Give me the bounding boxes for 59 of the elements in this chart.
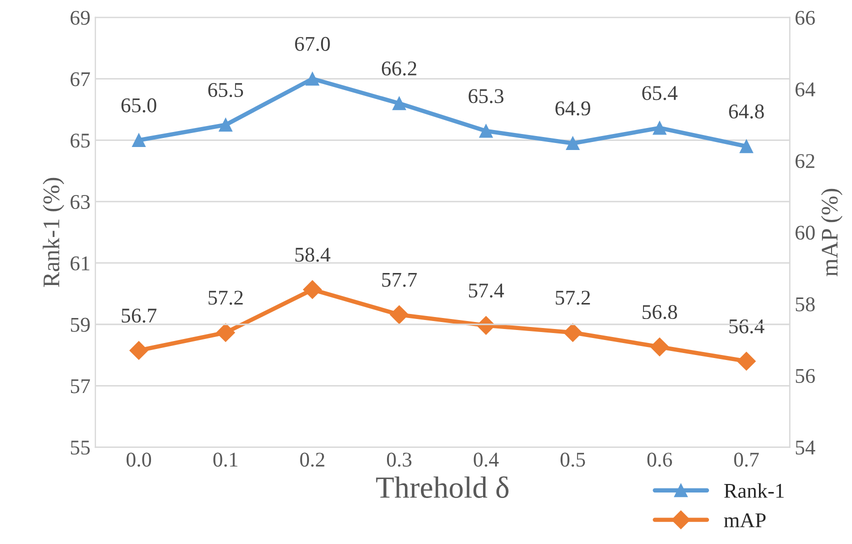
x-tick-label: 0.5	[560, 452, 586, 467]
point	[479, 124, 493, 138]
x-tick-label: 0.3	[386, 452, 412, 467]
y-tick-label: 59	[70, 318, 90, 332]
y-tick-label: 57	[70, 379, 90, 394]
data-label: 65.0	[121, 98, 156, 112]
legend-label: Rank-1	[724, 483, 784, 498]
point	[566, 136, 580, 150]
y-axis-title: Rank-1 (%)	[42, 178, 64, 288]
data-label: 67.0	[295, 36, 330, 52]
data-label: 64.8	[729, 104, 764, 119]
point	[392, 96, 406, 110]
x-tick-label: 0.2	[300, 452, 324, 467]
data-label: 57.7	[382, 272, 417, 287]
data-label: 64.9	[555, 101, 590, 116]
data-label: 57.2	[208, 290, 243, 305]
point	[216, 323, 235, 342]
point	[390, 305, 409, 324]
data-label: 57.4	[468, 284, 504, 298]
point	[652, 121, 666, 135]
y2-tick-label: 54	[796, 440, 816, 455]
point	[303, 280, 322, 299]
point	[218, 118, 232, 132]
point	[306, 72, 320, 86]
data-label: 65.3	[468, 89, 504, 104]
x-axis-title: Threhold δ	[376, 476, 508, 498]
y-tick-label: 55	[70, 440, 90, 455]
x-tick-label: 0.6	[647, 452, 672, 467]
y-tick-label: 61	[70, 256, 90, 270]
y2-tick-label: 62	[796, 154, 814, 168]
y2-axis-title: mAP (%)	[821, 188, 842, 276]
point	[563, 323, 582, 342]
data-label: 66.2	[382, 62, 416, 76]
data-label: 65.4	[642, 86, 678, 100]
data-label: 56.7	[122, 308, 156, 323]
y2-tick-label: 58	[796, 297, 815, 312]
point	[650, 338, 669, 356]
y2-tick-label: 66	[796, 10, 815, 25]
y2-tick-label: 64	[796, 82, 816, 96]
legend-label: mAP	[724, 513, 766, 528]
x-tick-label: 0.1	[213, 452, 238, 467]
point	[132, 133, 146, 147]
data-label: 58.4	[295, 248, 330, 262]
data-label: 56.8	[642, 304, 678, 320]
x-tick-label: 0.7	[734, 452, 759, 467]
x-tick-label: 0.0	[126, 452, 152, 467]
point	[737, 352, 756, 371]
y2-tick-label: 56	[796, 368, 815, 383]
y-tick-label: 69	[70, 10, 90, 25]
y2-tick-label: 60	[796, 226, 815, 240]
data-label: 57.2	[556, 290, 590, 305]
y-tick-label: 67	[70, 72, 90, 86]
x-tick-label: 0.4	[474, 452, 499, 467]
y-tick-label: 63	[70, 195, 90, 210]
point	[129, 341, 148, 360]
data-label: 56.4	[729, 319, 764, 334]
y-tick-label: 65	[70, 134, 90, 148]
point	[740, 140, 754, 154]
data-label: 65.5	[208, 83, 244, 98]
